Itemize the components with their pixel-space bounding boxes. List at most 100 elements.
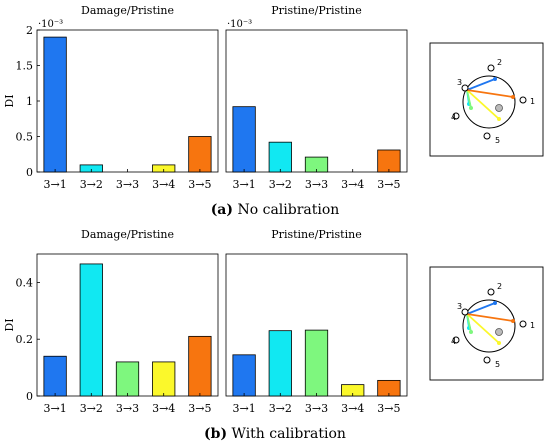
- path-arrow-3: [466, 89, 472, 109]
- x-tick-label: 3→3: [116, 178, 139, 191]
- chart-title: Damage/Pristine: [81, 228, 174, 241]
- y-tick-label: 0.4: [16, 276, 34, 289]
- bar-5: [188, 136, 212, 173]
- damage-marker: [495, 328, 503, 336]
- arrow-head: [511, 95, 515, 99]
- caption-b-tag: (b): [204, 426, 228, 442]
- damage-marker: [495, 104, 503, 112]
- chart-panel-2: Pristine/Pristine ·10⁻³ 3→1 3→2 3→3 3→4 3→5: [225, 4, 408, 191]
- bar-1: [43, 36, 67, 173]
- bar-2: [79, 263, 103, 397]
- bar-5: [377, 149, 401, 173]
- sensor-layout-insets: 2 1 5 4 3 2 1 5 4 3: [429, 42, 544, 381]
- x-tick-label: 3→2: [269, 178, 292, 191]
- x-tick-label: 3→4: [152, 402, 175, 415]
- chart-title: Pristine/Pristine: [271, 228, 361, 241]
- sensor-label: 4: [451, 113, 456, 122]
- bar-3: [304, 329, 329, 397]
- sensor-label: 5: [495, 136, 500, 145]
- x-tick-label: 3→5: [377, 402, 400, 415]
- x-tick-label: 3→1: [43, 402, 66, 415]
- chart-panel-4: Pristine/Pristine 3→1 3→2 3→3 3→4 3→5: [225, 228, 408, 415]
- path-arrow-4: [466, 89, 500, 120]
- caption-a-tag: (a): [210, 202, 234, 218]
- sensor-label: 1: [530, 321, 535, 330]
- x-tick-label: 3→5: [377, 178, 400, 191]
- sensor-label: 2: [497, 58, 502, 67]
- arrow-head: [493, 77, 497, 81]
- y-multiplier-label: ·10⁻³: [227, 19, 252, 30]
- sensor-marker: [487, 64, 495, 72]
- x-tick-label: 3→4: [341, 402, 364, 415]
- y-tick-label: 1: [26, 95, 33, 108]
- sensor-label: 5: [495, 360, 500, 369]
- sensor-marker: [519, 96, 527, 104]
- path-arrow-3: [466, 313, 472, 333]
- y-tick-label: 2: [26, 24, 33, 37]
- path-arrow-5: [466, 313, 514, 322]
- specimen-circle: [462, 75, 516, 129]
- bar-5: [188, 335, 212, 397]
- x-tick-label: 3→4: [152, 178, 175, 191]
- sensor-label: 3: [457, 78, 462, 87]
- x-tick-label: 3→1: [232, 402, 255, 415]
- arrow-head: [469, 330, 473, 334]
- caption-b-text: With calibration: [231, 426, 346, 442]
- y-tick-label: 0: [26, 390, 33, 403]
- y-tick-label: 1.5: [16, 60, 34, 73]
- sensor-marker: [483, 132, 491, 140]
- x-tick-label: 3→3: [305, 402, 328, 415]
- y-multiplier-label: ·10⁻³: [38, 19, 63, 30]
- caption-a-text: No calibration: [237, 202, 340, 218]
- bar-4: [152, 361, 176, 397]
- x-tick-label: 3→1: [232, 178, 255, 191]
- chart-panels: Damage/Pristine ·10⁻³ 0 0.5 1 1.5 2 DI 3→1 3→2 3→3…: [3, 4, 408, 415]
- y-axis-label: DI: [3, 94, 16, 107]
- bar-2: [268, 141, 292, 173]
- x-tick-label: 3→5: [188, 178, 211, 191]
- sensor-marker: [487, 288, 495, 296]
- x-tick-label: 3→2: [269, 402, 292, 415]
- sensor-label: 2: [497, 282, 502, 291]
- bar-3: [115, 361, 140, 397]
- chart-panel-1: Damage/Pristine ·10⁻³ 0 0.5 1 1.5 2 DI 3→1 3→2 3→3…: [3, 4, 219, 191]
- path-arrow-1: [466, 78, 496, 91]
- sensor-inset-2: 2 1 5 4 3: [429, 266, 544, 381]
- bar-1: [232, 106, 256, 173]
- bar-1: [43, 355, 67, 397]
- bar-1: [232, 354, 256, 397]
- sensor-marker: [452, 336, 460, 344]
- chart-title: Pristine/Pristine: [271, 4, 361, 17]
- specimen-circle: [462, 299, 516, 353]
- x-tick-label: 3→3: [305, 178, 328, 191]
- sensor-marker: [483, 356, 491, 364]
- sensor-marker: [461, 84, 469, 92]
- bar-2: [268, 330, 292, 397]
- y-axis-label: DI: [3, 318, 16, 331]
- path-arrow-1: [466, 302, 496, 315]
- sensor-marker: [519, 320, 527, 328]
- x-tick-label: 3→5: [188, 402, 211, 415]
- sensor-marker: [452, 112, 460, 120]
- chart-panel-3: Damage/Pristine 0 0.2 0.4 DI 3→1 3→2 3→3 3→4 3→5: [3, 228, 219, 415]
- x-tick-label: 3→3: [116, 402, 139, 415]
- caption-b: (b) With calibration: [0, 426, 550, 442]
- y-tick-label: 0: [26, 166, 33, 179]
- x-tick-label: 3→1: [43, 178, 66, 191]
- sensor-label: 4: [451, 337, 456, 346]
- arrow-head: [511, 319, 515, 323]
- sensor-marker: [461, 308, 469, 316]
- arrow-head: [497, 117, 501, 121]
- path-arrow-4: [466, 313, 500, 344]
- arrow-head: [469, 106, 473, 110]
- x-tick-label: 3→2: [80, 402, 103, 415]
- arrow-head: [493, 301, 497, 305]
- x-tick-label: 3→4: [341, 178, 364, 191]
- y-tick-label: 0.5: [16, 131, 34, 144]
- sensor-inset-1: 2 1 5 4 3: [429, 42, 544, 157]
- sensor-label: 3: [457, 302, 462, 311]
- y-tick-label: 0.2: [16, 333, 34, 346]
- arrow-head: [497, 341, 501, 345]
- chart-title: Damage/Pristine: [81, 4, 174, 17]
